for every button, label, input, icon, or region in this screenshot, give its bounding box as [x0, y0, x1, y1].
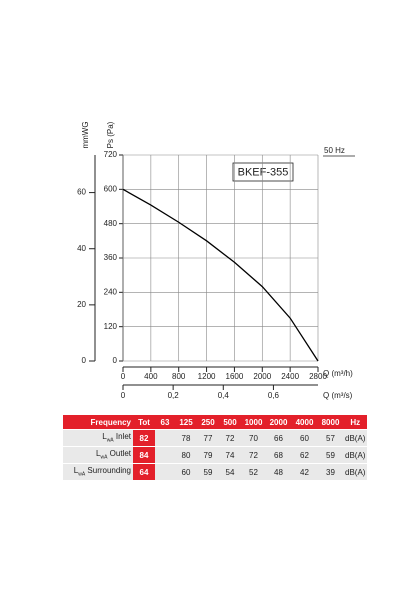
table-cell: 68 [266, 446, 291, 464]
y2-tick-label: 20 [77, 300, 86, 309]
x2-axis-title: Q (m³/s) [323, 391, 353, 400]
label-part: wA [106, 437, 114, 444]
x-tick-label: 800 [172, 372, 186, 381]
y-tick-label: 480 [104, 219, 118, 228]
table-cell: 39 [318, 463, 343, 481]
table-cell: Hz [343, 415, 368, 430]
table-cell: 4000 [291, 415, 318, 430]
table-cell: 66 [266, 429, 291, 447]
table-cell: 250 [197, 415, 219, 430]
y-tick-label: 600 [104, 184, 118, 193]
y-axis-title: Ps (Pa) [106, 121, 115, 148]
table-cell [155, 446, 175, 464]
x2-tick-label: 0,4 [218, 391, 230, 400]
table-row: LwA Inlet 82 78 77 72 70 66 60 57 dB(A) [63, 429, 368, 447]
model-label: BKEF-355 [238, 166, 289, 178]
table-row: Frequency Tot 63 125 250 500 1000 2000 4000 8000 H… [63, 415, 368, 430]
table-row: LwA Outlet 84 80 79 74 72 68 62 59 dB(A) [63, 446, 368, 464]
curve [122, 188, 319, 362]
table-cell: 125 [175, 415, 197, 430]
x-tick-label: 2400 [281, 372, 299, 381]
x-tick-label: 2800 [309, 372, 327, 381]
table-cell: 80 [175, 446, 197, 464]
x2-tick-label: 0 [121, 391, 126, 400]
y2-tick-label: 0 [82, 356, 87, 365]
label-part: L [96, 449, 101, 459]
sound-table: Frequency Tot 63 125 250 500 1000 2000 4000 8000 H… [63, 415, 368, 481]
table-cell: 57 [318, 429, 343, 447]
table-cell: 2000 [266, 415, 291, 430]
x2-tick-label: 0,6 [268, 391, 280, 400]
table-cell: LwA Surrounding [63, 463, 133, 481]
label-part: wA [78, 471, 86, 478]
table-cell: 42 [291, 463, 318, 481]
x-tick-label: 0 [121, 372, 126, 381]
table-cell: 500 [219, 415, 241, 430]
table-cell: 60 [291, 429, 318, 447]
table-cell: dB(A) [343, 429, 368, 447]
table-cell: 84 [133, 446, 155, 464]
y-tick-label: 720 [104, 150, 118, 159]
y-tick-label: 0 [113, 356, 118, 365]
table-cell: 74 [219, 446, 241, 464]
x2-tick-label: 0,2 [168, 391, 180, 400]
table-cell [155, 429, 175, 447]
table-cell: 79 [197, 446, 219, 464]
y2-axis-title: mmWG [81, 121, 90, 148]
table-cell: 48 [266, 463, 291, 481]
table-cell: 52 [241, 463, 266, 481]
frequency-label: 50 Hz [324, 146, 345, 155]
label-part: Inlet [115, 432, 131, 442]
table-cell: 78 [175, 429, 197, 447]
y-tick-label: 240 [104, 287, 118, 296]
table-cell: 62 [291, 446, 318, 464]
x-tick-label: 2000 [253, 372, 271, 381]
x-tick-label: 1600 [226, 372, 244, 381]
table-cell [155, 463, 175, 481]
label-part: L [102, 432, 107, 442]
table-cell: dB(A) [343, 446, 368, 464]
table-cell: 63 [155, 415, 175, 430]
table-row: LwA Surrounding 64 60 59 54 52 48 42 39 dB(A) [63, 463, 368, 481]
table-cell: 59 [318, 446, 343, 464]
x-tick-label: 400 [144, 372, 158, 381]
table-cell: LwA Outlet [63, 446, 133, 464]
table-cell: 82 [133, 429, 155, 447]
label-part: L [73, 466, 79, 476]
table-cell: 77 [197, 429, 219, 447]
table-cell: Tot [133, 415, 155, 430]
table-cell: 64 [133, 463, 155, 481]
y2-tick-label: 60 [77, 188, 86, 197]
x-tick-label: 1200 [198, 372, 216, 381]
table-cell: 8000 [318, 415, 343, 430]
table-cell: 70 [241, 429, 266, 447]
table-cell: LwA Inlet [63, 429, 133, 447]
table-cell: 59 [197, 463, 219, 481]
label-part: Surrounding [87, 466, 131, 476]
table-cell: 1000 [241, 415, 266, 430]
x-axis-title: Q (m³/h) [323, 369, 353, 378]
y-tick-label: 120 [104, 322, 118, 331]
chart: mmWG Ps (Pa) 50 Hz BKEF-355 Q (m³/h) Q (… [77, 121, 355, 400]
table-cell: 72 [241, 446, 266, 464]
model-box [232, 162, 294, 182]
label-part: Outlet [109, 449, 131, 459]
table-cell: dB(A) [343, 463, 368, 481]
table-cell: Frequency [63, 415, 133, 430]
y2-tick-label: 40 [77, 244, 86, 253]
table-cell: 60 [175, 463, 197, 481]
table-cell: 72 [219, 429, 241, 447]
table-cell: 54 [219, 463, 241, 481]
y-tick-label: 360 [104, 253, 118, 262]
label-part: wA [100, 454, 108, 461]
